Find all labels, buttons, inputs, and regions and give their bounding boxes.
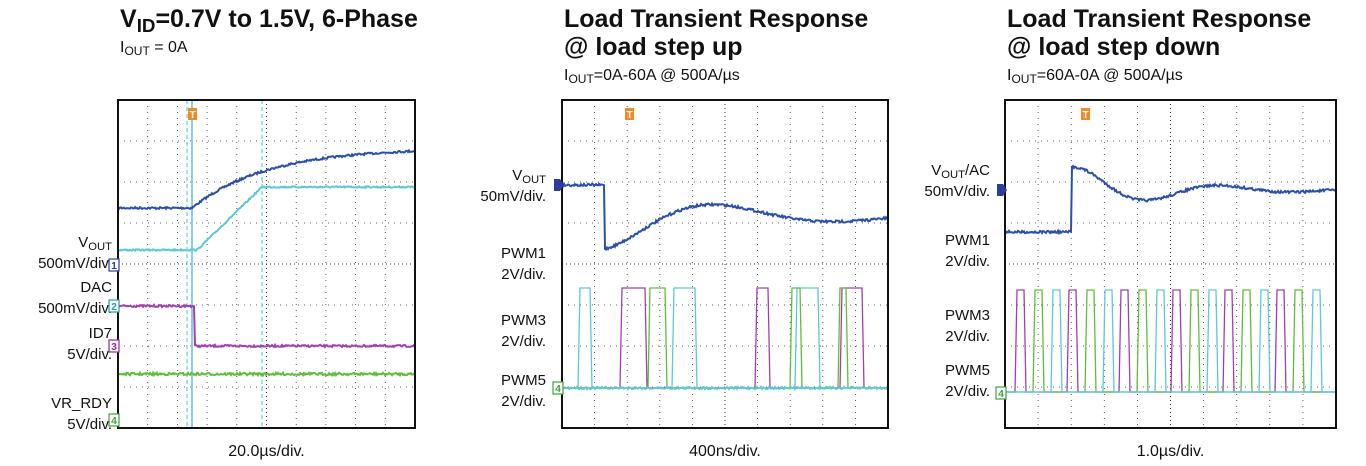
text-part: ID [137,15,156,36]
panel-title: Load Transient Response [1007,5,1311,33]
channel-scale: 5V/div. [67,416,112,433]
text-part: OUT [568,72,594,86]
text-part: = 0A [150,39,188,56]
text-part: PWM1 [945,232,990,249]
text-part: =0A-60A @ 500A/µs [594,67,740,84]
trigger-label: T [189,110,195,121]
channel-marker-label: 3 [111,342,117,353]
text-part: V [78,234,88,251]
channel-name: PWM5 [945,362,990,379]
channel-scale: 2V/div. [945,328,990,345]
channel-name: PWM1 [501,245,546,262]
pwm-trace [562,288,888,388]
text-part: OUT [88,241,112,253]
timebase: 1.0µs/div. [1137,443,1205,460]
channel-scale: 500mV/div. [38,300,112,317]
panel-subtitle: IOUT=60A-0A @ 500A/µs [1007,67,1183,86]
text-part: VR_RDY [51,395,112,412]
text-part: Load Transient Response [564,5,868,33]
channel-scale: 2V/div. [945,383,990,400]
text-part: /AC [965,162,990,179]
channel-marker-label: 1 [111,261,117,272]
channel-marker-label: 4 [998,389,1004,400]
text-part: @ load step down [1007,33,1220,61]
text-part: V [931,162,941,179]
text-part: PWM1 [501,245,546,262]
text-part: @ load step up [564,33,743,61]
channel-name: PWM3 [501,312,546,329]
text-part: OUT [941,169,965,181]
channel-name: VOUT [512,167,546,186]
text-part: OUT [124,44,150,58]
channel-scale: 500mV/div. [38,255,112,272]
text-part: OUT [1011,72,1037,86]
panel-title: @ load step down [1007,33,1220,61]
trigger-label: T [1082,110,1088,121]
channel-marker-label: 4 [111,416,117,427]
channel-scale: 2V/div. [501,393,546,410]
panel-subtitle: IOUT=0A-60A @ 500A/µs [564,67,740,86]
channel-name: PWM5 [501,372,546,389]
text-part: PWM3 [501,312,546,329]
timebase: 20.0µs/div. [228,443,305,460]
text-part: =0.7V to 1.5V, 6-Phase [155,5,418,33]
text-part: =60A-0A @ 500A/µs [1037,67,1183,84]
channel-name: DAC [80,279,112,296]
text-part: OUT [522,174,546,186]
channel-name: VR_RDY [51,395,112,412]
text-part: PWM5 [501,372,546,389]
panel-title: @ load step up [564,33,743,61]
channel-marker-label: 4 [555,384,561,395]
channel-name: PWM1 [945,232,990,249]
text-part: PWM3 [945,307,990,324]
text-part: PWM5 [945,362,990,379]
text-part: V [120,5,137,33]
channel-scale: 2V/div. [945,253,990,270]
panel-subtitle: IOUT = 0A [120,39,188,58]
panel-title: VID=0.7V to 1.5V, 6-Phase [120,5,418,36]
channel-marker-label: 2 [111,302,117,313]
text-part: Load Transient Response [1007,5,1311,33]
waveform [118,186,415,250]
figure: VID=0.7V to 1.5V, 6-PhaseIOUT = 0ATVOUT5… [0,0,1366,466]
channel-scale: 2V/div. [501,266,546,283]
channel-scale: 50mV/div. [480,188,546,205]
channel-scale: 5V/div. [67,346,112,363]
text-part: DAC [80,279,112,296]
channel-scale: 50mV/div. [924,183,990,200]
trigger-label: T [626,110,632,121]
channel-name: VOUT/AC [931,162,990,181]
timebase: 400ns/div. [689,443,761,460]
waveform [118,373,415,375]
text-part: V [512,167,522,184]
channel-name: VOUT [78,234,112,253]
channel-name: PWM3 [945,307,990,324]
channel-scale: 2V/div. [501,333,546,350]
panel-title: Load Transient Response [564,5,868,33]
